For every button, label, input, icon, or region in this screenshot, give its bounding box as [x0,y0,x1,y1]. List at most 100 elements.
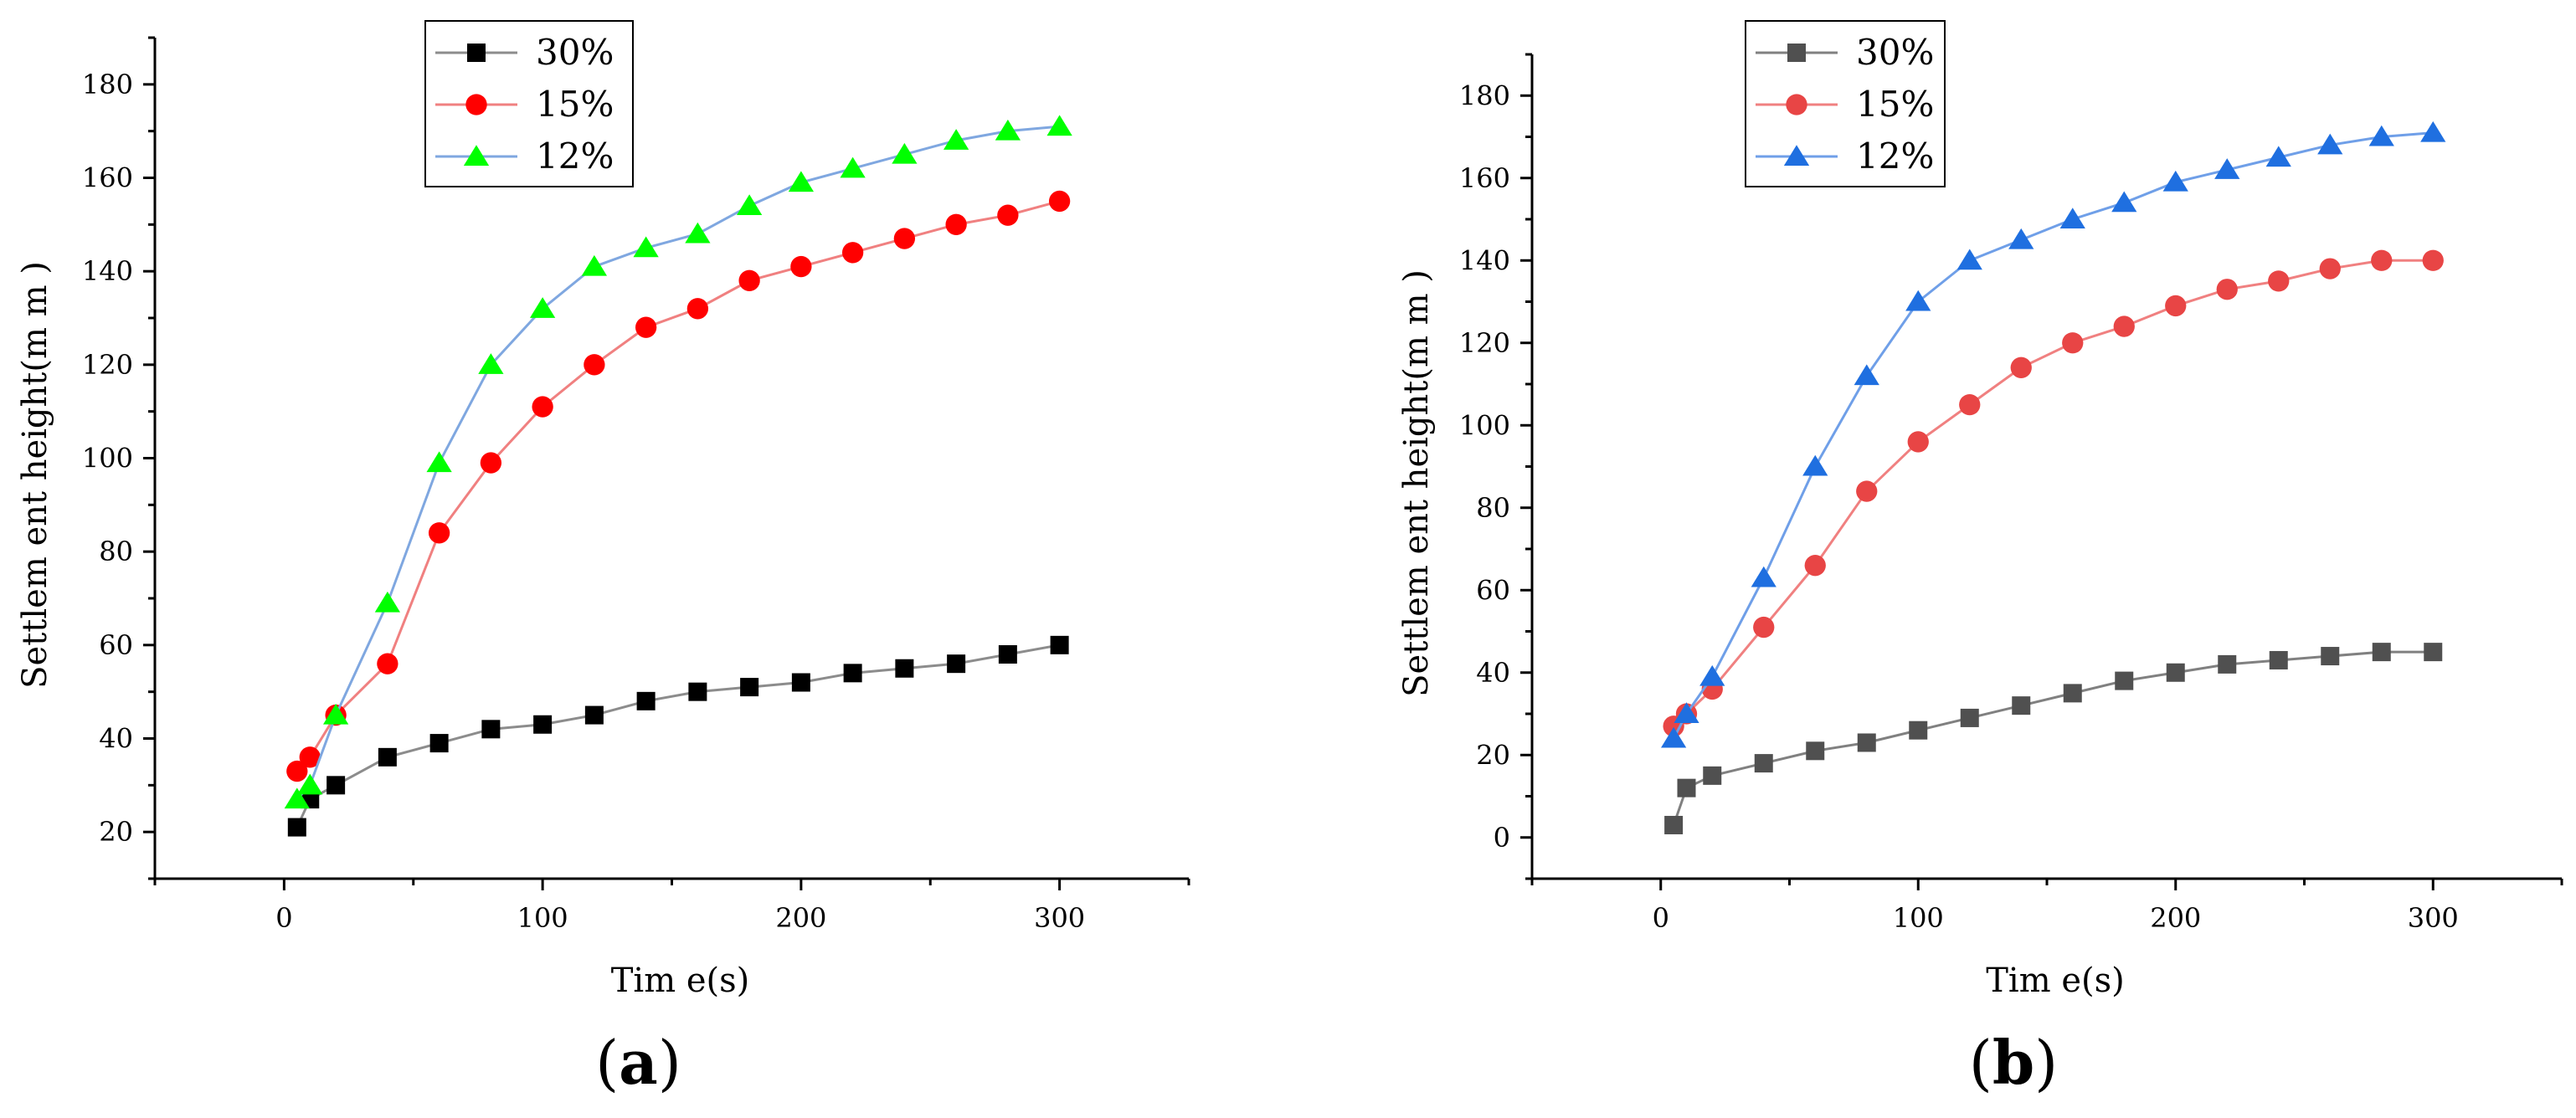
data-point [1856,480,1878,502]
data-point [1050,635,1069,654]
data-point [584,354,605,376]
y-tick-label: 0 [1494,822,1510,854]
data-point [533,715,553,734]
data-point [635,316,657,338]
data-point [685,222,711,244]
data-point [2165,295,2187,317]
data-point [1959,393,1981,416]
data-point [1674,702,1699,723]
data-point [738,269,760,291]
data-point [374,591,400,613]
y-tick-label: 60 [1476,574,1510,606]
data-point [2008,228,2034,249]
data-point [532,396,553,418]
data-point [998,645,1017,664]
data-point [944,129,969,150]
data-point [2218,654,2237,674]
data-point [481,720,501,739]
data-point [997,204,1019,226]
data-point [2214,158,2240,179]
data-point [2115,671,2134,690]
y-tick-label: 160 [82,162,133,194]
data-point [2269,650,2288,669]
y-tick-label: 120 [1459,327,1510,359]
data-point [378,747,397,767]
data-point [840,156,866,178]
data-point [1754,754,1773,773]
y-tick-label: 80 [99,536,133,567]
data-point [1804,555,1826,577]
data-point [2321,647,2340,666]
data-point [426,451,452,473]
legend-entry: 15% [536,84,614,125]
data-point [1699,664,1725,686]
legend-entry: 30% [536,32,614,73]
data-point [788,171,814,192]
series-15pct [286,190,1071,782]
data-point [287,818,306,837]
data-point [2162,170,2188,192]
legend: 30% 15% 12% [1745,20,1946,187]
data-point [1960,708,1979,727]
data-point [2012,696,2031,715]
data-point [1905,290,1931,311]
data-point [478,353,504,374]
series-30pct [1664,643,2443,834]
data-point [2268,270,2290,292]
data-point [995,119,1021,141]
chart-panel-a: 20 40 60 80 100 120 140 160 180 0 100 200 300 Tim e(s… [16,20,1190,1098]
series-15pct [1663,249,2444,737]
data-point [737,194,763,215]
legend-marker [463,145,490,166]
legend-marker [465,94,487,115]
data-point [377,653,398,674]
panel-label: (a) [595,1027,681,1098]
data-point [2010,356,2032,378]
x-tick-label: 0 [1653,902,1669,934]
data-point [1956,249,1982,270]
data-point [740,678,759,697]
y-tick-label: 100 [1459,409,1510,441]
data-point [284,787,310,809]
x-tick-label: 100 [1893,902,1944,934]
data-point [1046,115,1072,136]
data-point [1751,566,1776,587]
y-tick-label: 180 [1459,79,1510,111]
data-point [299,746,321,768]
data-point [947,654,966,674]
y-tick-label: 140 [1459,244,1510,276]
data-point [2059,208,2085,228]
x-tick-label: 300 [1034,902,1085,934]
data-point [2317,133,2343,155]
y-axis-label: Settlem ent height(m m ) [16,261,54,689]
data-point [326,776,346,795]
data-point [2063,684,2082,703]
legend-marker [1787,44,1806,62]
y-tick-label: 180 [82,69,133,100]
y-tick-label: 160 [1459,162,1510,194]
data-point [2062,332,2084,354]
data-point [892,142,918,164]
series-30pct [287,635,1069,837]
data-point [1909,721,1928,740]
data-point [429,734,449,753]
data-point [895,659,914,678]
x-axis-label: Tim e(s) [1986,962,2125,1000]
data-point [1857,733,1876,752]
data-point [286,760,308,782]
data-point [1753,616,1775,638]
y-tick-label: 20 [99,816,133,848]
data-point [480,452,502,474]
x-tick-label: 200 [775,902,826,934]
data-point [1802,454,1828,476]
data-point [945,213,967,235]
legend-marker [1783,145,1810,166]
data-point [1661,726,1687,748]
data-point [581,254,607,276]
data-point [1854,364,1879,386]
series-12pct [1661,121,2446,748]
data-point [1664,815,1684,834]
data-point [2368,125,2394,146]
data-point [2166,663,2185,682]
